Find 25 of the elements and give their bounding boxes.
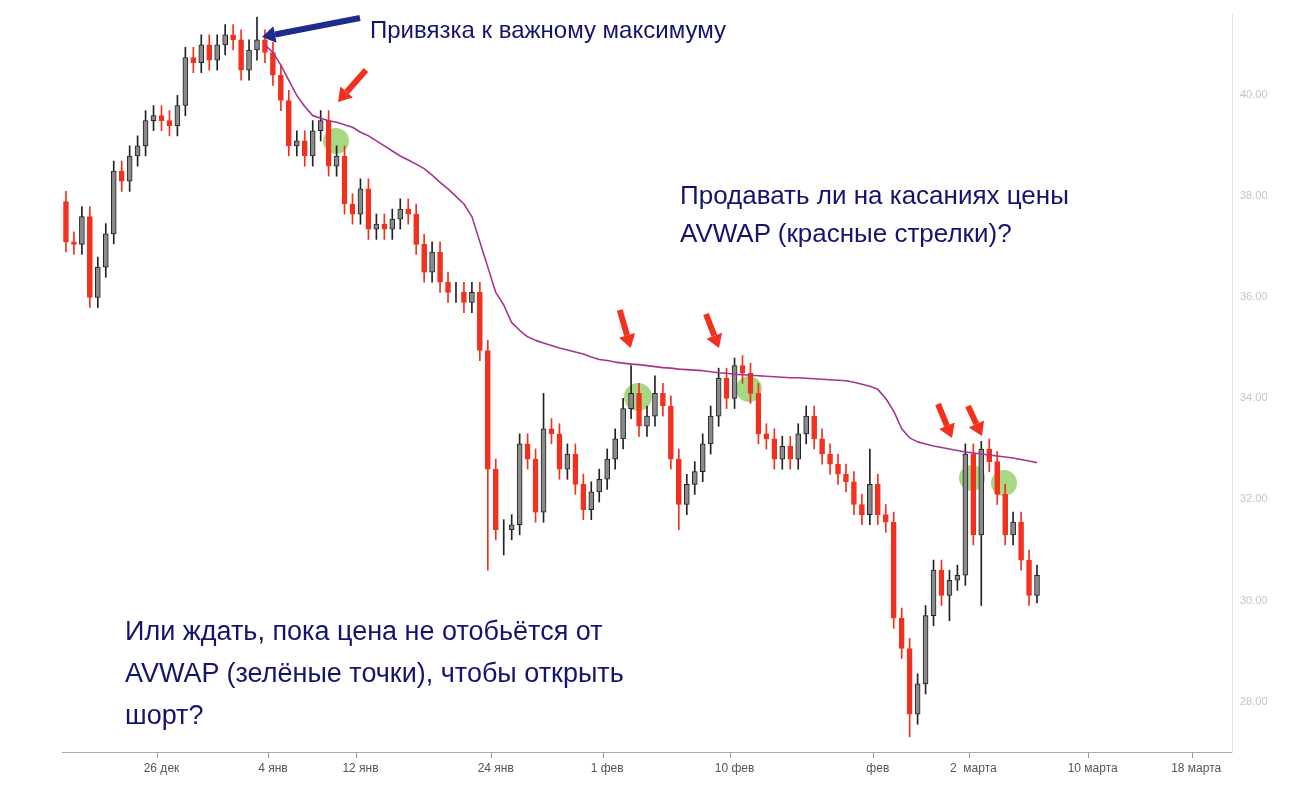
annotation: Или ждать, пока цена не отобьётся от AVWAP (зелёные точки), чтобы открыть шорт? xyxy=(125,615,625,732)
x-tick-label: фев xyxy=(866,760,890,775)
y-tick-label: 30.00 xyxy=(1240,593,1268,606)
x-tick-label: 18 марта xyxy=(1171,760,1222,775)
candlestick xyxy=(508,514,515,541)
x-tick-label: 1 фев xyxy=(590,760,624,775)
y-tick-label: 36.00 xyxy=(1240,290,1268,303)
annotation: Привязка к важному максимуму xyxy=(370,16,726,44)
x-tick-label: 10 марта xyxy=(1067,760,1119,775)
x-tick-label: 4 янв xyxy=(258,760,288,775)
x-tick-label: 24 янв xyxy=(477,760,514,775)
x-tick-label: 10 фев xyxy=(714,760,755,775)
y-tick-label: 32.00 xyxy=(1240,492,1268,505)
candlestick xyxy=(71,231,77,255)
x-tick-label: 12 янв xyxy=(342,760,379,775)
x-tick-label: 2 марта xyxy=(949,760,997,775)
y-tick-label: 34.00 xyxy=(1240,391,1268,404)
annotation: Продавать ли на касаниях цены AVWAP (красные стрелки)? xyxy=(680,179,1070,250)
y-tick-label: 28.00 xyxy=(1240,694,1268,707)
candlestick xyxy=(230,24,236,51)
x-tick-label: 26 дек xyxy=(143,760,181,775)
candlestick xyxy=(254,16,260,61)
y-tick-label: 40.00 xyxy=(1240,88,1268,101)
candlestick xyxy=(190,47,197,74)
y-tick-label: 38.00 xyxy=(1240,189,1268,202)
